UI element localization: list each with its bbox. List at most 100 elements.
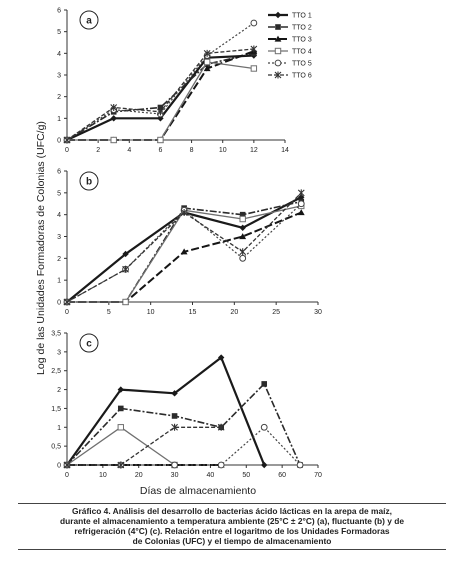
data-point — [274, 71, 282, 79]
data-point — [239, 254, 247, 262]
data-point — [157, 104, 164, 111]
data-point — [171, 390, 178, 397]
x-tick-label: 2 — [96, 147, 100, 154]
data-point — [203, 58, 211, 66]
x-tick-label: 50 — [242, 472, 250, 479]
data-point — [117, 461, 125, 469]
panel-label: c — [86, 339, 92, 350]
x-tick-label: 0 — [65, 472, 69, 479]
y-tick-label: 2 — [57, 94, 61, 101]
data-point — [261, 461, 268, 469]
caption-line: refrigeración (4°C) (c). Relación entre … — [74, 526, 390, 536]
y-tick-label: 1 — [57, 425, 61, 432]
data-point — [274, 11, 282, 19]
y-tick-label: 1 — [57, 278, 61, 285]
panel-label: b — [86, 177, 92, 188]
y-tick-label: 0,5 — [51, 444, 61, 451]
data-point — [110, 136, 117, 144]
panel-label-circle — [79, 171, 99, 191]
data-point — [274, 35, 282, 42]
legend-label: TTO 2 — [292, 25, 312, 32]
y-tick-label: 2 — [57, 256, 61, 263]
data-point — [117, 405, 124, 412]
x-tick-label: 6 — [158, 147, 162, 154]
series-line — [66, 192, 302, 303]
panel-c: 0 0,5 1 1,5 2 2,5 3 3,5 0 10 20 30 40 50 60 70 c — [51, 331, 322, 480]
x-tick-label: 60 — [278, 472, 286, 479]
data-point — [157, 136, 164, 144]
data-point — [180, 208, 188, 216]
series-line — [67, 61, 254, 141]
x-tick-label: 4 — [127, 147, 131, 154]
legend-label: TTO 1 — [292, 13, 312, 20]
data-point — [180, 248, 188, 255]
series-line — [66, 54, 254, 141]
data-point — [117, 424, 124, 431]
x-tick-label: 25 — [272, 309, 280, 316]
data-point — [217, 423, 225, 431]
y-tick-label: 3 — [57, 349, 61, 356]
data-point — [63, 461, 71, 469]
data-point — [274, 59, 282, 67]
data-point — [110, 115, 117, 122]
data-point — [239, 248, 247, 256]
data-point — [239, 224, 246, 231]
x-tick-label: 14 — [281, 147, 289, 154]
data-point — [122, 250, 129, 258]
data-point — [63, 136, 71, 144]
legend-label: TTO 6 — [292, 73, 312, 80]
y-tick-label: 4 — [57, 51, 61, 58]
y-tick-label: 0 — [57, 138, 61, 145]
y-axis-label: Log de las Unidades Formadoras de Coloni… — [35, 121, 47, 375]
legend-label: TTO 4 — [292, 49, 312, 56]
y-tick-label: 1,5 — [51, 406, 61, 413]
panel-b: 0 1 2 3 4 5 6 0 5 10 15 20 25 30 b — [57, 169, 322, 317]
series-line — [66, 22, 255, 141]
series-line — [66, 426, 175, 466]
x-tick-label: 20 — [135, 472, 143, 479]
data-point — [117, 386, 124, 393]
data-point — [260, 423, 268, 431]
x-tick-label: 0 — [65, 309, 69, 316]
caption-line: durante el almacenamiento a temperatura … — [59, 516, 405, 526]
data-point — [110, 104, 118, 111]
data-point — [63, 298, 71, 306]
legend: TTO 1 TTO 2 TTO 3 TTO 4 TTO 5 TTO 6 — [268, 11, 312, 80]
series-line — [66, 383, 301, 466]
y-tick-label: 5 — [57, 190, 61, 197]
data-point — [171, 423, 178, 431]
x-tick-label: 30 — [314, 309, 322, 316]
data-point — [217, 354, 225, 361]
x-tick-label: 20 — [230, 309, 238, 316]
series-line — [67, 211, 302, 303]
data-point — [297, 200, 305, 208]
y-tick-label: 6 — [57, 169, 61, 176]
x-tick-label: 12 — [250, 147, 258, 154]
y-tick-label: 2,5 — [51, 368, 61, 375]
x-tick-label: 0 — [65, 147, 69, 154]
x-tick-label: 10 — [99, 472, 107, 479]
legend-label: TTO 5 — [292, 61, 312, 68]
data-point — [296, 461, 304, 469]
y-tick-label: 6 — [57, 8, 61, 15]
y-tick-label: 5 — [57, 29, 61, 36]
data-point — [122, 298, 129, 306]
data-point — [239, 233, 247, 240]
y-tick-label: 3,5 — [51, 331, 61, 338]
data-point — [297, 209, 305, 216]
x-tick-label: 10 — [147, 309, 155, 316]
data-point — [250, 65, 258, 72]
series-line — [67, 426, 222, 466]
caption-line: de Colonias (UFC) y el tiempo de almacen… — [132, 536, 332, 546]
x-tick-label: 8 — [190, 147, 194, 154]
data-point — [203, 65, 211, 72]
y-tick-label: 4 — [57, 212, 61, 219]
data-point — [274, 47, 282, 55]
figure-caption: Gráfico 4. Análisis del desarrollo de ba… — [18, 503, 446, 550]
y-tick-label: 2 — [57, 387, 61, 394]
y-tick-label: 3 — [57, 73, 61, 80]
x-tick-label: 15 — [189, 309, 197, 316]
data-point — [239, 215, 246, 223]
